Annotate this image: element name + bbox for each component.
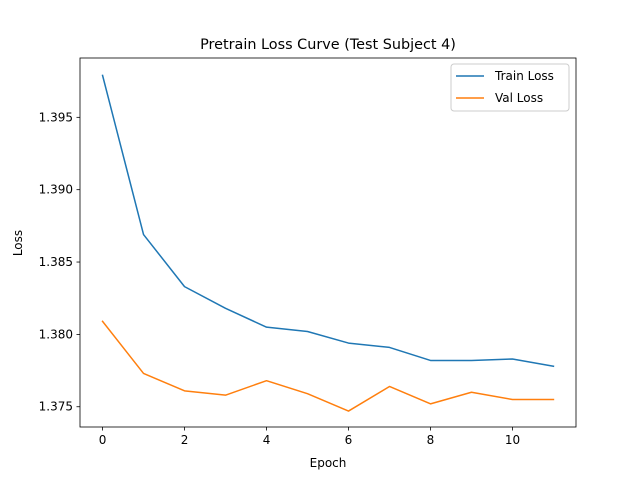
axis-ticks: 0 2 4 6 8 10 1.375 1.380 1.385 1.390 1.395 (39, 110, 520, 447)
plot-frame (79, 57, 577, 428)
legend-label: Train Loss (494, 69, 554, 83)
legend-label: Val Loss (495, 91, 543, 105)
y-tick-label: 1.385 (39, 255, 73, 269)
chart-title: Pretrain Loss Curve (Test Subject 4) (200, 37, 456, 53)
y-tick-label: 1.380 (39, 327, 73, 341)
series-line-train-loss (101, 74, 555, 368)
x-tick-label: 2 (181, 433, 189, 447)
legend: Train Loss Val Loss (450, 63, 570, 112)
x-tick-label: 0 (99, 433, 107, 447)
x-axis-label: Epoch (310, 456, 347, 470)
series-layer (101, 74, 555, 412)
x-tick-label: 8 (427, 433, 435, 447)
x-tick-label: 4 (263, 433, 271, 447)
y-tick-label: 1.390 (39, 183, 73, 197)
x-tick-label: 6 (345, 433, 353, 447)
y-tick-label: 1.375 (39, 400, 73, 414)
y-axis-label: Loss (11, 230, 25, 256)
y-tick-label: 1.395 (39, 110, 73, 124)
x-tick-label: 10 (505, 433, 520, 447)
series-line-val-loss (101, 320, 555, 412)
